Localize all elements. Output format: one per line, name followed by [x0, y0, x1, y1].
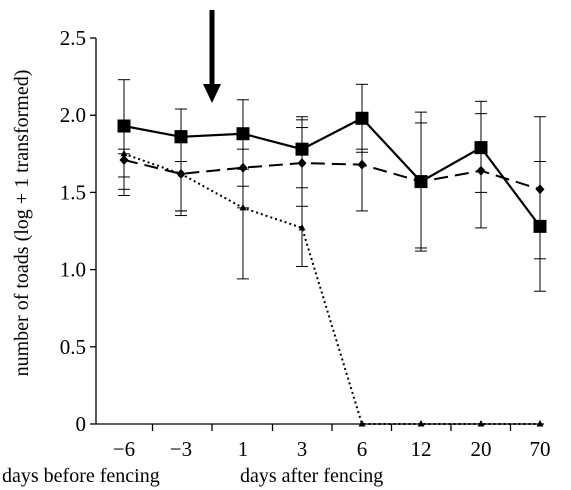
y-tick-label: 1.5 [60, 180, 86, 204]
x-group-label-after: days after fencing [240, 465, 383, 487]
x-tick-label: 70 [530, 437, 551, 461]
x-group-label-before: days before fencing [2, 465, 160, 487]
data-point-diamond [476, 165, 486, 176]
data-point-square [236, 127, 250, 141]
axes: 0 0.5 1.0 1.5 2.0 2.5 −6 −3 1 3 6 12 20 70 [60, 26, 551, 461]
x-tick-label: −6 [113, 437, 135, 461]
series-line-3 [123, 152, 540, 425]
x-tick-label: 12 [411, 437, 432, 461]
x-tick-label: −3 [170, 437, 192, 461]
data-point-triangle [358, 420, 366, 427]
data-point-triangle [177, 169, 185, 177]
fencing-arrow [203, 10, 221, 103]
x-tick-label: 6 [357, 437, 368, 461]
y-tick-label: 0.5 [60, 335, 86, 359]
arrow-head [203, 84, 221, 103]
series-line-2 [123, 159, 541, 191]
data-point-triangle [298, 223, 306, 231]
y-tick-label: 2.0 [60, 103, 86, 127]
data-point-square [117, 119, 131, 133]
y-tick-label: 2.5 [60, 26, 86, 50]
series-layer [123, 116, 541, 425]
y-tick-label: 1.0 [60, 258, 86, 282]
data-point-triangle [536, 420, 544, 427]
data-point-triangle [239, 203, 247, 211]
data-point-square [355, 111, 369, 125]
series-line-1 [123, 116, 541, 228]
data-point-triangle [417, 420, 425, 427]
data-point-diamond [357, 159, 367, 170]
data-point-diamond [238, 162, 248, 173]
x-tick-label: 1 [238, 437, 249, 461]
data-point-diamond [535, 184, 545, 195]
y-axis-label: number of toads (log + 1 transformed) [11, 70, 33, 377]
data-point-triangle [120, 149, 128, 157]
marks-layer [117, 79, 547, 427]
data-point-diamond [416, 176, 426, 187]
x-tick-label: 3 [297, 437, 308, 461]
y-tick-label: 0 [76, 412, 87, 436]
x-tick-label: 20 [471, 437, 492, 461]
data-point-triangle [477, 420, 485, 427]
